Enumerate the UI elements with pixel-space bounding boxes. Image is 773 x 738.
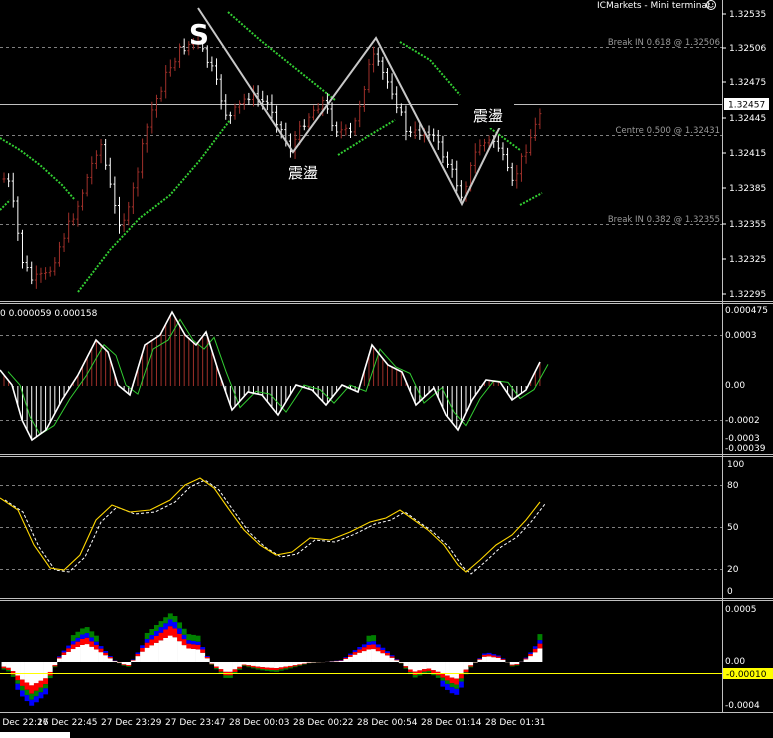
window-tab-strip[interactable] xyxy=(0,732,70,738)
time-tick: 27 Dec 23:47 xyxy=(165,718,226,728)
zigzag-line xyxy=(197,7,514,207)
price-tick: 1.32295 xyxy=(729,290,766,300)
stoch-scale: 20 xyxy=(727,565,739,575)
mom-level-box xyxy=(723,668,773,679)
range-label-right: 震盪 xyxy=(473,107,503,125)
terminal-title: ICMarkets - Mini terminal xyxy=(597,1,709,11)
range-label-box-right xyxy=(458,98,514,128)
level-label-0382: Break IN 0.382 @ 1.32355 xyxy=(608,215,720,225)
price-tick: 1.32475 xyxy=(729,78,766,88)
macd-panel[interactable]: 0 0.000059 0.000158 0.000475 0.0003 0.00… xyxy=(0,306,768,454)
panel-separators xyxy=(0,0,773,713)
mom-scale: 0.0005 xyxy=(725,605,757,615)
time-tick: 27 Dec 22:16 xyxy=(0,718,49,728)
stoch-scale: 80 xyxy=(727,481,739,491)
stochastic-main-line xyxy=(0,477,541,573)
ma-segment xyxy=(77,119,231,293)
current-price-label: 1.32457 xyxy=(728,101,765,111)
price-bars xyxy=(2,36,542,289)
ma-segment xyxy=(0,199,11,211)
macd-scale-bottom: -0.00039 xyxy=(725,444,766,454)
macd-scale: 0.0003 xyxy=(725,331,757,341)
level-label-0618: Break IN 0.618 @ 1.32506 xyxy=(608,38,720,48)
time-tick: 27 Dec 23:29 xyxy=(101,718,162,728)
smiley-icon[interactable] xyxy=(706,0,716,10)
signal-label: S xyxy=(189,18,209,51)
time-tick: 28 Dec 01:31 xyxy=(485,718,546,728)
level-label-0500: Centre 0.500 @ 1.32431 xyxy=(615,126,720,136)
stochastic-panel[interactable]: 100 80 50 20 0 xyxy=(0,460,744,597)
price-scale: 1.32535 1.32506 1.32475 1.32445 1.32415 … xyxy=(722,10,766,300)
current-price-box xyxy=(724,98,769,110)
macd-info: 0 0.000059 0.000158 xyxy=(0,309,98,319)
price-tick: 1.32355 xyxy=(729,220,766,230)
mom-scale: 0.00 xyxy=(725,657,745,667)
price-tick: 1.32385 xyxy=(729,184,766,194)
macd-scale: -0.0002 xyxy=(725,416,760,426)
price-tick: 1.32445 xyxy=(729,114,766,124)
ma-segment xyxy=(489,127,521,151)
ma-segment xyxy=(337,119,396,156)
range-label-left: 震盪 xyxy=(288,164,318,182)
moving-average-segments xyxy=(0,11,543,293)
time-tick: 28 Dec 01:14 xyxy=(421,718,482,728)
macd-scale: -0.0003 xyxy=(725,434,760,444)
time-tick: 28 Dec 00:03 xyxy=(229,718,290,728)
time-tick: 28 Dec 00:54 xyxy=(357,718,418,728)
macd-main-line xyxy=(0,310,541,442)
price-tick: 1.32535 xyxy=(729,10,766,20)
price-tick: 1.32415 xyxy=(729,149,766,159)
ma-segment xyxy=(399,41,461,96)
stoch-scale: 100 xyxy=(727,460,744,470)
time-axis: 27 Dec 22:16 27 Dec 22:45 27 Dec 23:29 2… xyxy=(0,718,546,738)
main-price-chart[interactable]: ICMarkets - Mini terminal Break IN 0.618… xyxy=(0,0,769,301)
mom-scale: -0.0004 xyxy=(725,701,760,711)
momentum-histogram xyxy=(1,613,543,706)
macd-scale-zero: 0.00 xyxy=(725,381,745,391)
price-tick: 1.32325 xyxy=(729,255,766,265)
macd-scale-top: 0.000475 xyxy=(725,306,768,316)
price-tick: 1.32506 xyxy=(729,44,766,54)
time-tick: 27 Dec 22:45 xyxy=(37,718,98,728)
mom-level-label: -0.00010 xyxy=(726,670,767,680)
ma-segment xyxy=(227,11,336,101)
macd-signal-line xyxy=(7,318,549,436)
ma-segment xyxy=(0,137,76,201)
momentum-panel[interactable]: 0.0005 0.00 -0.00010 -0.0004 xyxy=(0,605,773,711)
stoch-scale: 50 xyxy=(727,523,739,533)
macd-histogram xyxy=(3,315,541,440)
stoch-scale: 0 xyxy=(727,587,733,597)
ma-segment xyxy=(519,192,543,206)
time-tick: 28 Dec 00:22 xyxy=(293,718,354,728)
